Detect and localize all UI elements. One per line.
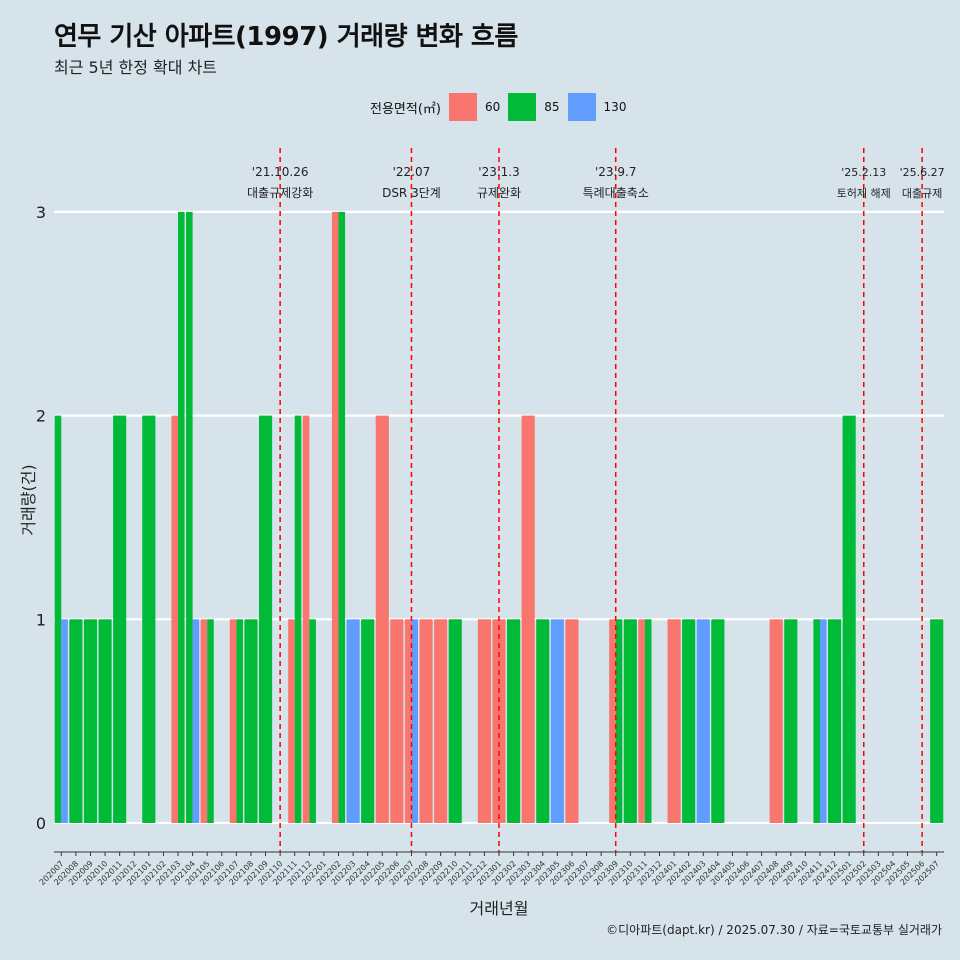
legend-label-85: 85 (544, 100, 560, 114)
y-tick-label-3: 3 (36, 203, 46, 222)
bar-202309-60 (609, 619, 616, 823)
bar-202401-60 (667, 619, 681, 823)
event-label-3: 특례대출축소 (583, 186, 649, 200)
bar-202311-85 (644, 619, 652, 823)
legend-item-130: 130 (567, 93, 627, 121)
bar-202409-85 (784, 619, 798, 823)
bar-202301-60 (492, 619, 506, 823)
legend-label-130: 130 (603, 100, 627, 114)
legend: 전용면적(㎡) 60 85 130 (370, 93, 634, 121)
bar-202205-60 (375, 415, 389, 823)
bar-202104-130 (192, 619, 200, 823)
bar-202206-60 (390, 619, 404, 823)
bar-202305-130 (550, 619, 564, 823)
y-tick-label-1: 1 (36, 610, 46, 629)
event-label-1: DSR 3단계 (382, 186, 441, 200)
bar-202107-85 (236, 619, 243, 823)
bar-202408-60 (769, 619, 783, 823)
bar-202007-85 (54, 415, 62, 823)
x-axis-title: 거래년월 (470, 899, 529, 918)
bar-202403-130 (696, 619, 710, 823)
bar-202112-60 (302, 415, 310, 823)
event-label-4: 토허제 해제 (837, 186, 891, 200)
bar-202105-60 (200, 619, 208, 823)
bar-202209-60 (434, 619, 448, 823)
bar-202009-85 (83, 619, 98, 823)
bar-202404-85 (711, 619, 725, 823)
event-date-0: '21.10.26 (252, 165, 309, 179)
bar-202101-85 (142, 415, 156, 823)
bar-202103-60 (171, 415, 179, 823)
bar-202208-60 (419, 619, 433, 823)
chart-subtitle: 최근 5년 한정 확대 차트 (54, 58, 218, 77)
legend-title: 전용면적(㎡) (370, 101, 441, 117)
legend-item-60: 60 (448, 93, 501, 121)
y-axis-title: 거래량(건) (19, 464, 38, 535)
y-tick-label-2: 2 (36, 407, 46, 426)
event-date-1: '22.07 (393, 165, 431, 179)
bar-202007-130 (61, 619, 68, 823)
bar-202111-85 (294, 415, 302, 823)
bar-202310-85 (623, 619, 637, 823)
bar-202202-85 (338, 211, 346, 823)
bar-202411-130 (819, 619, 827, 823)
bar-202303-60 (521, 415, 535, 823)
bar-202306-60 (565, 619, 579, 823)
bar-202204-85 (361, 619, 375, 823)
bar-202008-85 (69, 619, 83, 823)
bar-202501-85 (842, 415, 856, 823)
event-date-5: '25.6.27 (900, 166, 945, 179)
y-tick-label-0: 0 (36, 814, 46, 833)
legend-item-85: 85 (508, 93, 560, 121)
event-date-2: '23.1.3 (478, 165, 519, 179)
event-label-5: 대출규제 (902, 187, 942, 200)
bar-202105-85 (207, 619, 214, 823)
bar-202210-85 (448, 619, 462, 823)
bar-202212-60 (477, 619, 491, 823)
bar-202112-85 (309, 619, 316, 823)
bar-202507-85 (930, 619, 944, 823)
bar-202304-85 (536, 619, 550, 823)
bar-202103-85 (178, 211, 185, 823)
bar-202402-85 (682, 619, 696, 823)
bar-202111-60 (288, 619, 295, 823)
legend-swatch-130 (567, 93, 596, 121)
legend-label-60: 60 (484, 100, 501, 114)
event-date-3: '23.9.7 (595, 165, 636, 179)
bar-202107-60 (229, 619, 237, 823)
legend-swatch-60 (448, 93, 477, 121)
bar-202412-85 (828, 619, 842, 823)
chart-title: 연무 기산 아파트(1997) 거래량 변화 흐름 (54, 22, 518, 52)
bar-202207-60 (404, 619, 412, 823)
bar-202109-85 (258, 415, 273, 823)
bar-202104-85 (186, 211, 193, 823)
bar-202311-60 (638, 619, 645, 823)
bar-202010-85 (98, 619, 112, 823)
bar-202309-85 (615, 619, 623, 823)
bar-202207-130 (411, 619, 419, 823)
bar-202202-60 (331, 211, 339, 823)
legend-swatch-85 (508, 93, 537, 121)
source-caption: ©디아파트(dapt.kr) / 2025.07.30 / 자료=국토교통부 실… (606, 923, 942, 937)
event-label-2: 규제완화 (477, 186, 521, 200)
event-date-4: '25.2.13 (841, 166, 886, 179)
event-label-0: 대출규제강화 (247, 186, 313, 200)
bar-202108-85 (244, 619, 258, 823)
bar-202302-85 (507, 619, 521, 823)
bar-202011-85 (113, 415, 127, 823)
bar-202203-130 (346, 619, 360, 823)
bar-202411-85 (813, 619, 820, 823)
